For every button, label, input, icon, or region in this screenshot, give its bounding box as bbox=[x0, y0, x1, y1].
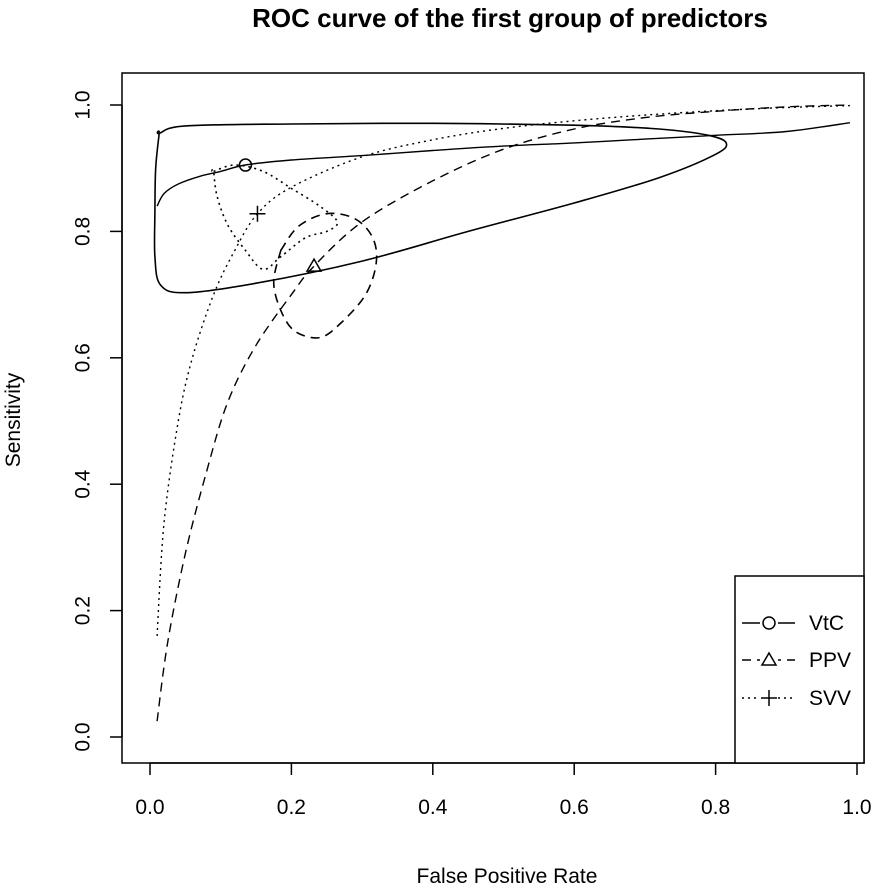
svv-confidence-region bbox=[211, 164, 339, 271]
x-tick-label: 0.2 bbox=[277, 796, 306, 819]
legend-ppv-label: PPV bbox=[809, 649, 851, 672]
roc-curves bbox=[156, 104, 850, 722]
vtc-operating-point bbox=[238, 158, 253, 172]
chart-title: ROC curve of the first group of predicto… bbox=[252, 3, 768, 33]
x-tick-label: 0.6 bbox=[560, 796, 589, 819]
operating-point-markers bbox=[238, 158, 323, 272]
y-tick-label: 1.0 bbox=[72, 90, 95, 119]
legend-ppv-marker bbox=[760, 651, 778, 666]
y-axis: 0.0 0.2 0.4 0.6 0.8 1.0 bbox=[72, 90, 123, 752]
legend-vtc-marker bbox=[762, 616, 776, 630]
legend-vtc-label: VtC bbox=[809, 612, 844, 635]
legend-box bbox=[734, 575, 865, 764]
legend-svv-label: SVV bbox=[809, 687, 851, 710]
x-axis: 0.0 0.2 0.4 0.6 0.8 1.0 bbox=[135, 762, 872, 819]
y-axis-label: Sensitivity bbox=[2, 372, 25, 467]
x-tick-label: 0.8 bbox=[701, 796, 730, 819]
vtc-confidence-region bbox=[153, 122, 728, 294]
x-tick-label: 0.0 bbox=[135, 796, 164, 819]
ppv-operating-point bbox=[305, 257, 323, 272]
svv-roc-line bbox=[156, 104, 850, 636]
ppv-roc-line bbox=[156, 104, 850, 722]
ppv-confidence-region bbox=[272, 212, 378, 339]
x-axis-label: False Positive Rate bbox=[417, 865, 598, 888]
y-tick-label: 0.6 bbox=[72, 343, 95, 372]
x-tick-label: 1.0 bbox=[842, 796, 871, 819]
confidence-regions bbox=[153, 122, 728, 339]
y-tick-label: 0.4 bbox=[72, 469, 95, 499]
x-tick-label: 0.4 bbox=[418, 796, 448, 819]
y-tick-label: 0.0 bbox=[72, 722, 95, 751]
vtc-roc-line bbox=[156, 122, 850, 207]
y-tick-label: 0.8 bbox=[72, 217, 95, 246]
legend: VtC PPV SVV bbox=[734, 575, 865, 764]
svv-operating-point bbox=[249, 205, 266, 222]
y-tick-label: 0.2 bbox=[72, 596, 95, 625]
legend-svv-marker bbox=[761, 690, 777, 706]
